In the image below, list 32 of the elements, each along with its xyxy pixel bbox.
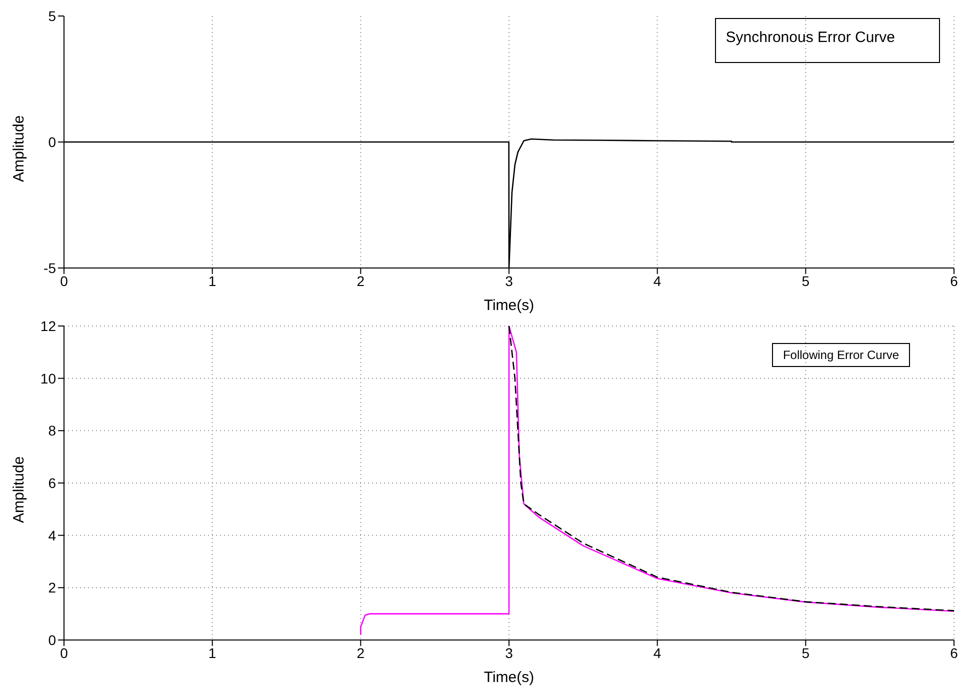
x-tick-label: 2 [356, 272, 365, 289]
x-tick-label: 6 [950, 272, 958, 289]
y-tick-label: 0 [48, 134, 56, 150]
annotation: Synchronous Error Curve [714, 18, 940, 63]
x-tick-label: 0 [60, 644, 68, 661]
x-tick-label: 2 [356, 644, 365, 661]
y-tick-label: 5 [48, 8, 56, 24]
y-axis-title: Amplitude [10, 456, 28, 523]
x-tick-label: 3 [505, 644, 514, 661]
x-axis-title: Time(s) [484, 297, 534, 314]
y-axis-title: Amplitude [10, 115, 28, 182]
y-tick-label: 10 [40, 370, 56, 386]
x-axis-title: Time(s) [484, 669, 534, 686]
x-tick-label: 1 [208, 272, 216, 289]
y-tick-label: 0 [48, 632, 56, 648]
x-tick-label: 4 [653, 644, 662, 661]
x-tick-label: 5 [802, 272, 810, 289]
y-tick-label: -5 [44, 260, 56, 276]
x-tick-label: 4 [653, 272, 662, 289]
line-series [508, 326, 954, 612]
y-tick-label: 2 [48, 580, 56, 596]
y-tick-label: 6 [48, 474, 56, 491]
annotation: Following Error Curve [772, 343, 910, 367]
y-tick-label: 12 [40, 318, 56, 334]
x-tick-label: 5 [802, 644, 810, 661]
x-tick-label: 6 [950, 644, 958, 661]
x-tick-label: 0 [60, 272, 68, 289]
x-tick-label: 3 [505, 272, 514, 289]
line-series [360, 326, 954, 636]
y-tick-label: 8 [48, 422, 56, 439]
x-tick-label: 1 [208, 644, 216, 661]
y-tick-label: 4 [48, 527, 56, 544]
